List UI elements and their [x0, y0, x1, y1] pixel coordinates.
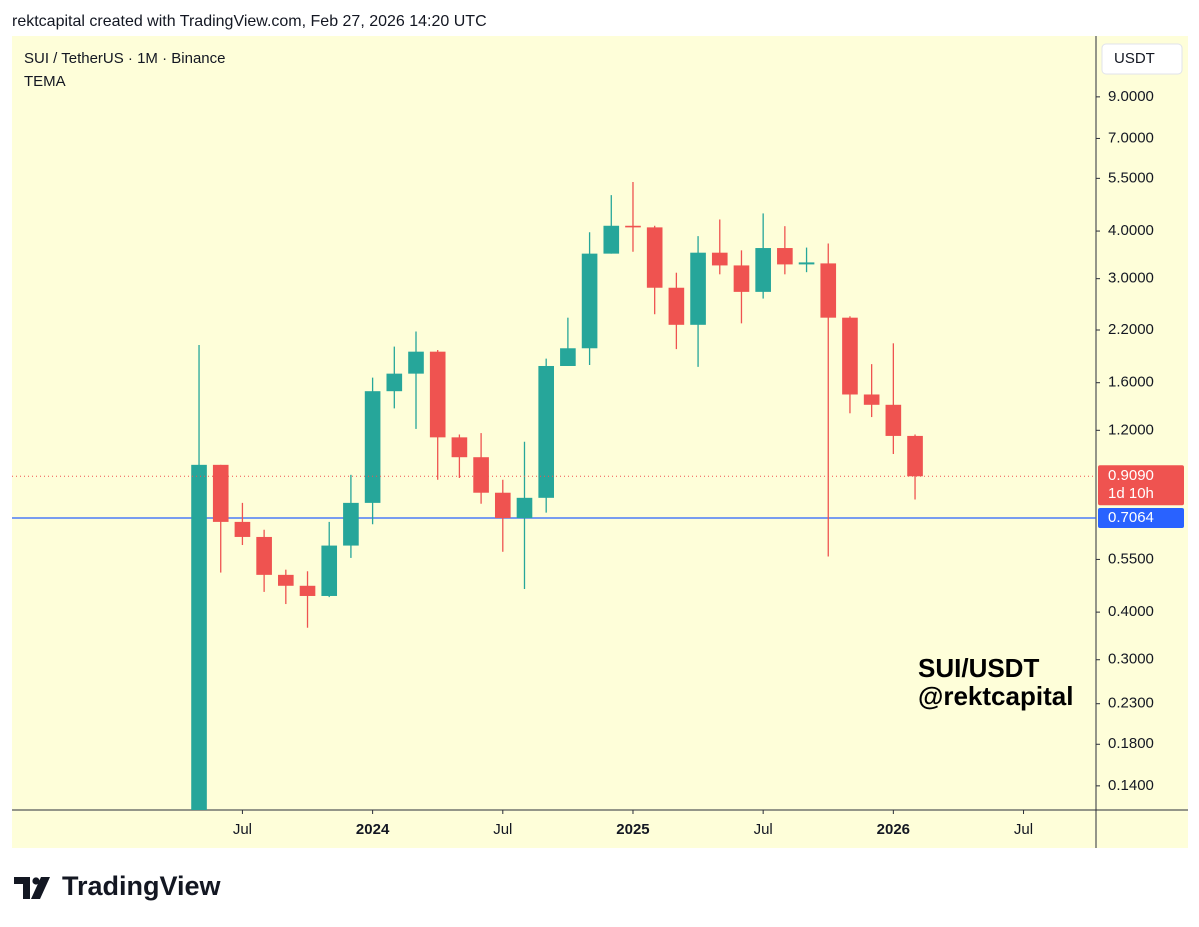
brand-name: TradingView — [62, 871, 222, 901]
header: rektcapital created with TradingView.com… — [12, 13, 487, 30]
countdown-label: 1d 10h — [1108, 485, 1154, 502]
y-tick-label: 0.1400 — [1108, 777, 1154, 794]
annotation: @rektcapital — [918, 681, 1073, 711]
y-tick-label: 0.2300 — [1108, 695, 1154, 712]
annotation: SUI/USDT — [918, 653, 1039, 683]
price-label: 0.7064 — [1108, 509, 1154, 526]
candle-body — [690, 252, 706, 325]
y-tick-label: 3.0000 — [1108, 270, 1154, 287]
candle-body — [885, 404, 902, 436]
price-label: 0.9090 — [1108, 467, 1154, 484]
candle-body — [234, 521, 251, 537]
candle-body — [321, 545, 338, 596]
price-label-box — [1098, 508, 1184, 529]
chart-title: SUI / TetherUS · 1M · Binance — [24, 50, 225, 67]
candle-body — [299, 585, 316, 596]
y-tick-label: 9.0000 — [1108, 88, 1154, 105]
candle-body — [560, 348, 576, 366]
candle-body — [408, 351, 424, 374]
candle-body — [646, 227, 663, 288]
candle-body — [581, 253, 598, 349]
candle-body — [516, 497, 533, 519]
y-tick-label: 7.0000 — [1108, 129, 1154, 146]
y-tick-label: 1.2000 — [1108, 421, 1154, 438]
x-tick-label: Jul — [1014, 821, 1033, 838]
y-tick-label: 1.6000 — [1108, 374, 1154, 391]
y-tick-label: 4.0000 — [1108, 222, 1154, 239]
candle-body — [733, 265, 750, 292]
candle-body — [625, 225, 641, 228]
plot — [12, 182, 1096, 810]
y-tick-label: 0.4000 — [1108, 603, 1154, 620]
x-tick-label: 2025 — [616, 821, 649, 838]
candle-body — [907, 435, 923, 477]
x-tick-label: Jul — [754, 821, 773, 838]
candle-body — [668, 287, 685, 325]
x-tick-label: 2024 — [356, 821, 390, 838]
indicator-label: TEMA — [24, 73, 66, 90]
y-tick-label: 0.3000 — [1108, 651, 1154, 668]
currency-box[interactable] — [1101, 43, 1183, 75]
candle-body — [256, 536, 272, 575]
y-tick-label: 0.1800 — [1108, 735, 1154, 752]
x-tick-label: 2026 — [877, 821, 910, 838]
price-label-box — [1098, 465, 1184, 506]
candle-body — [842, 317, 858, 395]
candle-body — [473, 457, 489, 493]
y-tick-label: 5.5000 — [1108, 169, 1154, 186]
x-tick-label: Jul — [493, 821, 512, 838]
candle-body — [538, 365, 554, 498]
candle-body — [820, 263, 837, 318]
candle-body — [429, 351, 446, 438]
candle-body — [343, 502, 359, 546]
candle-body — [863, 394, 880, 405]
brand-logo — [14, 877, 50, 899]
candle-body — [191, 464, 207, 810]
logo-mark — [31, 877, 50, 899]
candle-body — [711, 252, 728, 266]
logo-mark — [32, 877, 40, 885]
candle-body — [386, 373, 403, 392]
chart-background — [12, 36, 1188, 848]
y-tick-label: 0.5500 — [1108, 550, 1154, 567]
candle-body — [278, 574, 294, 586]
candle-body — [777, 248, 793, 265]
candle-body — [798, 262, 815, 265]
x-tick-label: Jul — [233, 821, 252, 838]
candle-body — [494, 492, 511, 519]
currency-label[interactable]: USDT — [1114, 50, 1155, 67]
y-tick-label: 2.2000 — [1108, 321, 1154, 338]
candle-body — [364, 391, 381, 503]
logo-mark — [14, 877, 30, 899]
candle-body — [451, 437, 468, 458]
candle-body — [603, 225, 620, 254]
candle-body — [755, 248, 771, 292]
candle-body — [212, 464, 229, 522]
